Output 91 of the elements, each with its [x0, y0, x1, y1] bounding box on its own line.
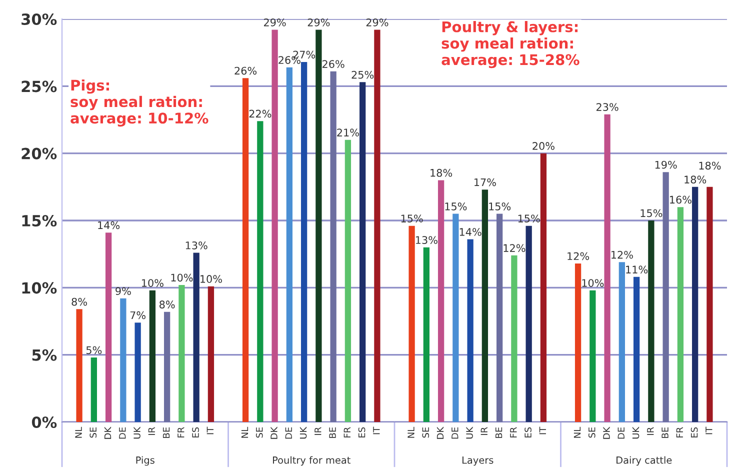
y-tick-label: 5% [32, 349, 57, 361]
data-label: 23% [596, 103, 618, 111]
y-tick-label: 20% [22, 148, 57, 160]
text: IT [706, 426, 712, 434]
text: IR [480, 427, 488, 435]
data-label: 13% [186, 241, 208, 250]
text: FR [510, 427, 517, 438]
data-label: 10% [142, 279, 164, 287]
text: IT [373, 426, 380, 434]
text: NL [408, 426, 414, 438]
data-label: 7% [130, 311, 146, 320]
annotation: Pigs: soy meal ration: average: 10-12% [70, 79, 208, 127]
text: DK [603, 426, 610, 439]
text: NL [241, 426, 248, 438]
data-label: 8% [160, 300, 175, 308]
text: IR [647, 427, 654, 435]
text: ES [690, 427, 698, 438]
data-label: 10% [582, 279, 604, 287]
text: SE [422, 427, 430, 438]
data-label: 12% [612, 250, 633, 259]
text: NL [574, 426, 581, 438]
data-label: 5% [86, 346, 102, 354]
data-label: 21% [337, 128, 359, 136]
x-tick-label: Poultry for meat [273, 456, 350, 466]
data-label: 13% [416, 236, 438, 244]
data-label: 17% [474, 178, 496, 186]
data-label: 29% [308, 18, 330, 26]
data-label: 29% [264, 18, 286, 26]
text: ES [192, 427, 199, 438]
text: DK [104, 426, 112, 439]
text: DE [285, 427, 292, 439]
text: NL [75, 426, 82, 438]
data-label: 14% [98, 221, 120, 230]
annotation: Poultry & layers: soy meal ration: average: 15-28% [442, 21, 580, 68]
data-label: 18% [684, 176, 706, 184]
text: DK [270, 426, 278, 439]
text: IT [206, 426, 214, 434]
text: BE [662, 427, 668, 438]
data-label: 12% [504, 244, 526, 252]
data-label: 18% [699, 162, 721, 170]
data-label: 15% [518, 214, 540, 222]
data-label: 26% [322, 60, 344, 68]
data-label: 16% [670, 196, 692, 204]
y-tick-label: 25% [22, 80, 57, 92]
text: DK [436, 426, 444, 439]
data-label: 10% [200, 275, 222, 283]
x-tick-label: Layers [462, 456, 494, 466]
text: DE [119, 427, 126, 439]
text: UK [134, 426, 140, 439]
data-label: 15% [401, 214, 423, 222]
text: BE [495, 427, 502, 438]
text: IT [539, 426, 546, 434]
text: ES [358, 427, 366, 438]
data-label: 14% [460, 228, 482, 236]
data-label: 12% [568, 252, 590, 260]
data-label: 10% [171, 274, 193, 282]
data-label: 8% [72, 298, 87, 306]
text: UK [466, 426, 473, 439]
text: SE [256, 427, 263, 438]
text: IR [314, 427, 322, 435]
data-label: 15% [640, 209, 662, 218]
text: SE [588, 427, 596, 438]
text: BE [162, 427, 170, 438]
y-tick-label: 0% [32, 416, 57, 428]
text: IR [148, 427, 155, 435]
data-label: 11% [626, 266, 648, 274]
y-tick-label: 10% [22, 282, 57, 294]
x-tick-label: Pigs [136, 456, 154, 466]
data-label: 15% [445, 202, 467, 210]
y-tick-label: 15% [22, 214, 57, 227]
text: UK [632, 426, 640, 439]
text: DE [452, 427, 458, 439]
y-tick-label: 30% [22, 13, 57, 26]
data-label: 20% [532, 142, 554, 150]
text: SE [90, 427, 97, 438]
text: FR [178, 427, 184, 438]
text: UK [300, 426, 307, 439]
data-label: 26% [234, 66, 257, 75]
data-label: 25% [352, 70, 374, 79]
x-tick-label: Dairy cattle [616, 456, 672, 466]
text: FR [676, 427, 683, 438]
data-label: 15% [489, 202, 511, 210]
data-label: 19% [655, 160, 677, 169]
text: DE [618, 427, 624, 439]
data-label: 22% [249, 110, 272, 118]
text: FR [344, 427, 350, 438]
text: ES [524, 427, 532, 438]
text: BE [329, 427, 336, 438]
data-label: 9% [116, 287, 131, 296]
data-label: 29% [366, 18, 388, 26]
data-label: 18% [430, 168, 452, 177]
